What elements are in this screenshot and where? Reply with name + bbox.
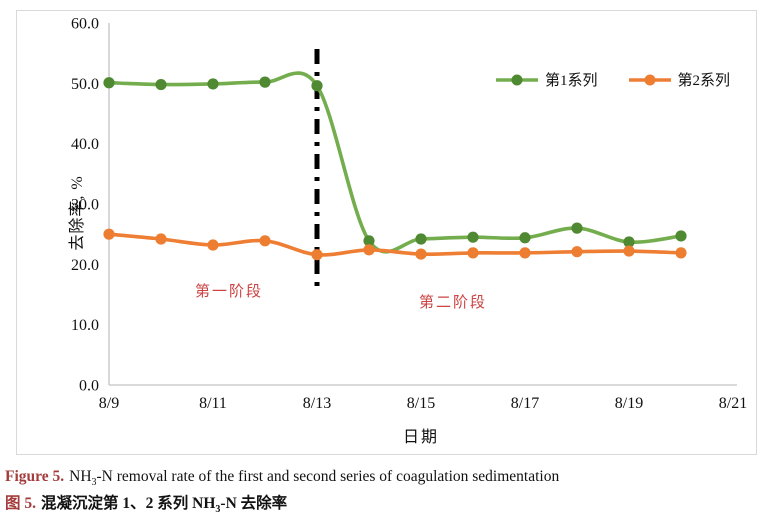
caption-chinese: 图 5. 混凝沉淀第 1、2 系列 NH3-N 去除率 xyxy=(5,493,765,518)
caption-english: Figure 5. NH3-N removal rate of the first… xyxy=(5,466,765,493)
legend-item-series2: 第2系列 xyxy=(628,69,731,90)
svg-text:50.0: 50.0 xyxy=(71,76,99,93)
y-axis-title: 去除率, % xyxy=(69,175,86,251)
svg-text:8/13: 8/13 xyxy=(303,395,331,412)
x-axis-title: 日期 xyxy=(402,429,439,446)
series1-line-marker-icon xyxy=(496,74,538,85)
caption-en-sub: 3 xyxy=(91,477,97,489)
legend-item-series1: 第1系列 xyxy=(495,69,598,90)
caption-en-pre: NH xyxy=(69,468,92,485)
stage1-annotation: 第一阶段 xyxy=(194,284,263,300)
svg-text:8/19: 8/19 xyxy=(615,395,643,412)
svg-text:40.0: 40.0 xyxy=(71,136,99,153)
svg-text:0.0: 0.0 xyxy=(79,378,99,395)
caption-en-post: -N removal rate of the first and second … xyxy=(96,468,560,485)
caption-zh-label: 图 5. xyxy=(5,495,37,513)
svg-text:10.0: 10.0 xyxy=(71,317,99,334)
caption-zh-post: -N 去除率 xyxy=(220,495,288,513)
chart-canvas: 0.0 10.0 20.0 30.0 40.0 50.0 60.0 8/9 8/11 8/13 8/… xyxy=(71,16,747,413)
series2-line-marker-icon xyxy=(628,74,671,85)
svg-text:20.0: 20.0 xyxy=(71,257,99,274)
stage2-annotation: 第二阶段 xyxy=(418,295,487,311)
svg-text:8/11: 8/11 xyxy=(199,395,227,412)
chart-area: 0.0 10.0 20.0 30.0 40.0 50.0 60.0 8/9 8/11 8/13 8/… xyxy=(16,10,757,455)
svg-text:8/15: 8/15 xyxy=(407,395,435,412)
legend-label-series2: 第2系列 xyxy=(677,73,731,89)
figure-caption: Figure 5. NH3-N removal rate of the first… xyxy=(5,466,765,518)
caption-en-label: Figure 5. xyxy=(5,468,65,485)
svg-text:8/17: 8/17 xyxy=(511,395,539,412)
svg-text:30.0: 30.0 xyxy=(71,197,99,214)
legend-label-series1: 第1系列 xyxy=(545,73,598,89)
svg-text:8/9: 8/9 xyxy=(99,395,119,412)
svg-text:60.0: 60.0 xyxy=(71,16,99,33)
caption-zh-pre: 混凝沉淀第 1、2 系列 NH xyxy=(41,495,216,513)
svg-text:8/21: 8/21 xyxy=(719,395,747,412)
legend: 第1系列 第2系列 xyxy=(495,69,730,90)
caption-zh-sub: 3 xyxy=(215,504,221,516)
